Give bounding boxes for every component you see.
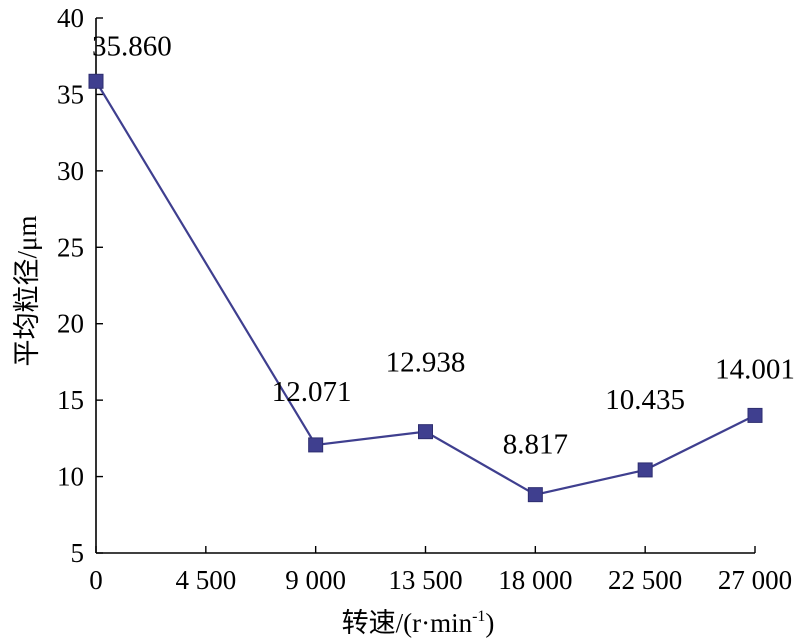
data-point-marker	[88, 73, 104, 89]
x-tick-label: 0	[89, 565, 103, 595]
chart-axes	[95, 18, 755, 554]
data-label: 12.071	[272, 376, 352, 408]
y-tick-label: 5	[71, 538, 85, 568]
data-point-marker	[747, 407, 763, 423]
series-line	[95, 80, 756, 496]
data-point-marker	[308, 437, 324, 453]
data-label: 35.860	[92, 30, 172, 62]
y-tick-label: 15	[57, 385, 84, 415]
data-point-marker	[527, 487, 543, 503]
data-point-marker	[418, 424, 433, 440]
x-tick-label: 27 000	[718, 565, 792, 595]
x-axis-title-sup: -1	[472, 608, 485, 625]
x-ticks: 0 4 500 9 000 13 500 18 000 22 500 27 000	[89, 546, 792, 595]
y-tick-label: 35	[57, 79, 84, 109]
x-tick-label: 9 000	[285, 565, 346, 595]
y-ticks: 5 10 15 20 25 30 35 40	[57, 3, 103, 568]
y-axis-title: 平均粒径/μm	[12, 216, 42, 367]
x-axis-title-main: 转速/(r·min	[342, 608, 473, 638]
x-axis-title: 转速/(r·min-1)	[342, 608, 495, 638]
x-tick-label: 22 500	[608, 565, 682, 595]
data-label: 12.938	[386, 347, 466, 379]
data-label: 8.817	[503, 429, 568, 461]
x-tick-label: 4 500	[175, 565, 236, 595]
data-label: 14.001	[715, 353, 795, 385]
y-tick-label: 30	[57, 156, 84, 186]
data-point-marker	[637, 462, 653, 478]
data-label: 10.435	[605, 384, 685, 416]
y-tick-label: 10	[57, 462, 84, 492]
y-tick-label: 40	[57, 3, 84, 33]
series-group	[88, 73, 763, 503]
x-tick-label: 18 000	[498, 565, 572, 595]
data-labels: 35.860 12.071 12.938 8.817 10.435 14.001	[92, 30, 795, 460]
y-tick-label: 25	[57, 232, 84, 262]
x-axis-title-tail: )	[485, 608, 494, 638]
x-tick-label: 13 500	[388, 565, 462, 595]
y-tick-label: 20	[57, 309, 84, 339]
